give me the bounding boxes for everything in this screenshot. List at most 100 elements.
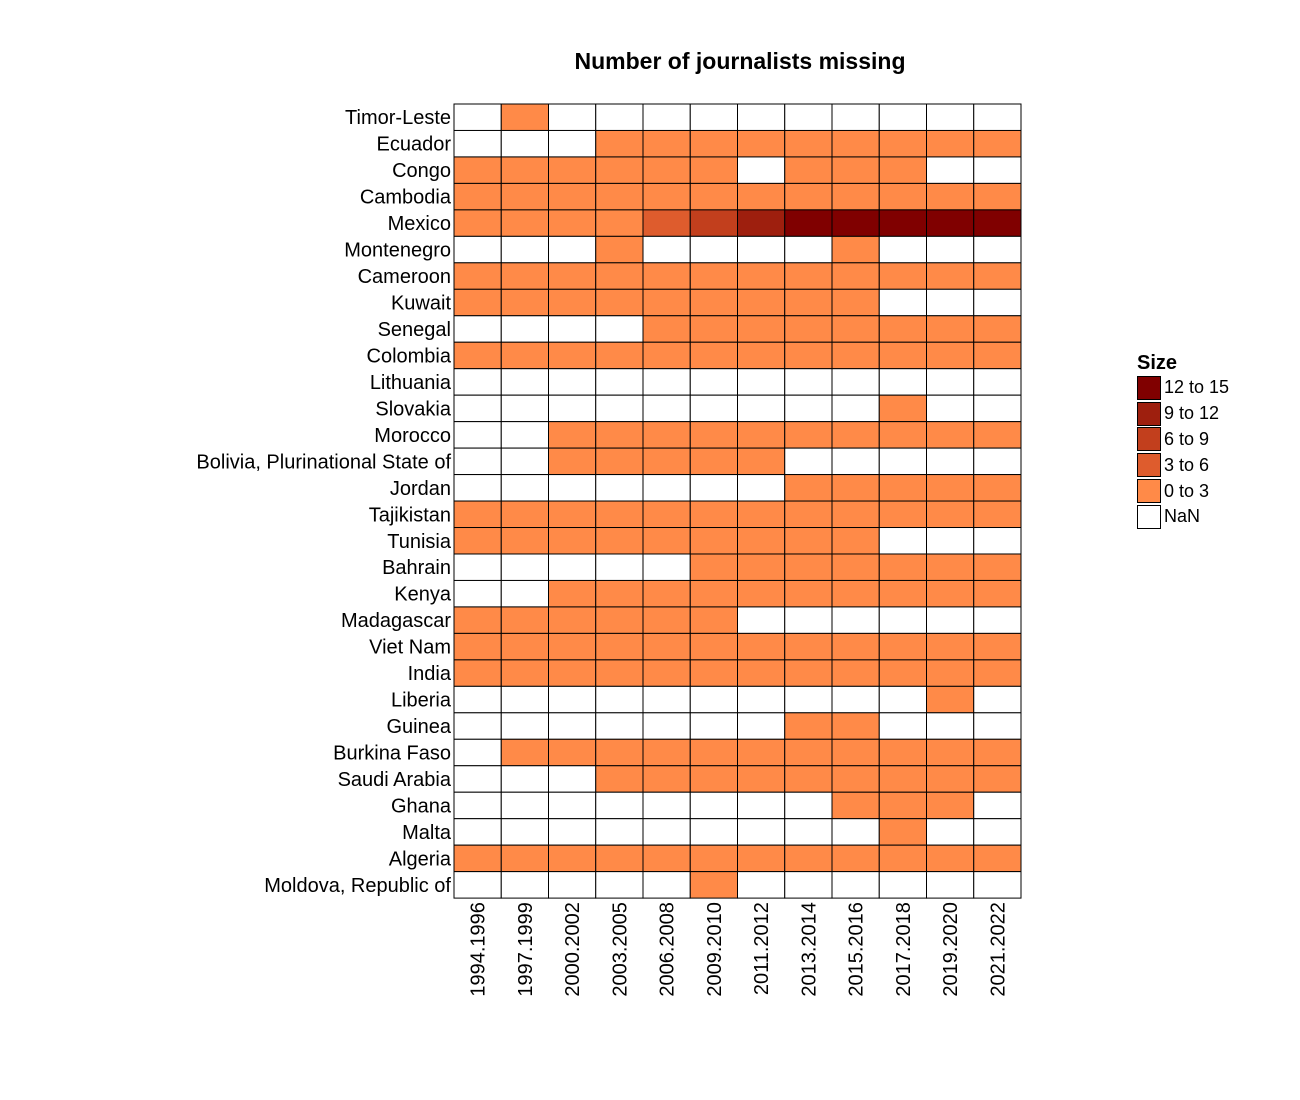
heatmap-cell	[784, 791, 833, 820]
y-tick-label: Congo	[392, 160, 451, 182]
heatmap-cell	[878, 182, 927, 211]
heatmap-cell	[784, 315, 833, 343]
heatmap-cell	[689, 368, 738, 396]
heatmap-cell	[500, 288, 549, 317]
legend-item: 3 to 6	[1137, 452, 1229, 478]
legend-swatch	[1137, 504, 1161, 529]
heatmap-cell	[973, 447, 1022, 476]
heatmap-cell	[453, 500, 502, 529]
heatmap-cell	[737, 527, 786, 555]
heatmap-cell	[500, 500, 549, 529]
heatmap-cell	[831, 659, 880, 687]
heatmap-cell	[973, 341, 1022, 370]
heatmap-cell	[737, 712, 786, 740]
heatmap-cell	[642, 368, 691, 396]
heatmap-cell	[453, 235, 502, 264]
heatmap-cell	[973, 368, 1022, 396]
heatmap-cell	[453, 288, 502, 317]
heatmap-cell	[831, 262, 880, 290]
y-tick-label: Kenya	[394, 584, 452, 606]
heatmap-cell	[784, 288, 833, 317]
heatmap-cell	[548, 288, 597, 317]
y-tick-label: Moldova, Republic of	[264, 875, 451, 897]
heatmap-cell	[642, 235, 691, 264]
heatmap-cell	[737, 765, 786, 793]
heatmap-cell	[453, 871, 502, 899]
heatmap-cell	[689, 844, 738, 873]
heatmap-cell	[500, 632, 549, 661]
heatmap-cell	[689, 129, 738, 158]
y-tick-label: Ecuador	[377, 134, 452, 156]
heatmap-cell	[500, 871, 549, 899]
heatmap-cell	[500, 474, 549, 502]
heatmap-cell	[784, 394, 833, 423]
heatmap-cell	[642, 474, 691, 502]
legend-label: 9 to 12	[1164, 403, 1220, 424]
heatmap-cell	[689, 712, 738, 740]
heatmap-cell	[595, 659, 644, 687]
heatmap-cell	[689, 156, 738, 184]
heatmap-cell	[878, 209, 927, 237]
y-tick-label: Kuwait	[391, 293, 451, 315]
heatmap-cell	[689, 527, 738, 555]
heatmap-cell	[689, 632, 738, 661]
heatmap-cell	[595, 791, 644, 820]
heatmap-cell	[737, 235, 786, 264]
heatmap-cell	[784, 129, 833, 158]
heatmap-cell	[926, 632, 975, 661]
legend-swatch	[1137, 479, 1161, 504]
heatmap-cell	[973, 738, 1022, 767]
heatmap-cell	[642, 659, 691, 687]
heatmap-cell	[737, 447, 786, 476]
legend-swatch	[1137, 427, 1161, 452]
heatmap-cell	[973, 156, 1022, 184]
heatmap-cell	[973, 500, 1022, 529]
heatmap-cell	[926, 844, 975, 873]
y-tick-label: Saudi Arabia	[338, 769, 452, 791]
heatmap-cell	[831, 474, 880, 502]
heatmap-cell	[784, 500, 833, 529]
heatmap-cell	[453, 527, 502, 555]
heatmap-cell	[689, 500, 738, 529]
heatmap-cell	[595, 394, 644, 423]
heatmap-cell	[642, 765, 691, 793]
heatmap-cell	[878, 712, 927, 740]
heatmap-cell	[500, 553, 549, 581]
heatmap-cell	[831, 156, 880, 184]
y-tick-label: Liberia	[391, 690, 452, 712]
heatmap-cell	[548, 209, 597, 237]
heatmap-cell	[926, 579, 975, 608]
heatmap-cell	[642, 818, 691, 846]
heatmap-cell	[595, 156, 644, 184]
heatmap-cell	[784, 103, 833, 131]
heatmap-cell	[784, 553, 833, 581]
heatmap-cell	[595, 235, 644, 264]
heatmap-cell	[453, 182, 502, 211]
heatmap-cell	[689, 606, 738, 634]
heatmap-cell	[784, 474, 833, 502]
heatmap-cell	[595, 871, 644, 899]
heatmap-cell	[548, 262, 597, 290]
heatmap-cell	[973, 659, 1022, 687]
heatmap-cell	[878, 235, 927, 264]
legend-item: 0 to 3	[1137, 478, 1229, 504]
heatmap-cell	[878, 103, 927, 131]
x-tick-label: 2009.2010	[704, 902, 726, 997]
heatmap-cell	[642, 129, 691, 158]
heatmap-cell	[831, 394, 880, 423]
heatmap-cell	[453, 553, 502, 581]
y-tick-label: Burkina Faso	[333, 743, 451, 765]
heatmap-cell	[500, 765, 549, 793]
heatmap-cell	[548, 553, 597, 581]
heatmap-cell	[926, 738, 975, 767]
heatmap-cell	[453, 712, 502, 740]
heatmap-cell	[973, 262, 1022, 290]
heatmap-cell	[548, 606, 597, 634]
heatmap-cell	[831, 315, 880, 343]
heatmap-cell	[831, 103, 880, 131]
heatmap-cell	[973, 182, 1022, 211]
heatmap-cell	[737, 818, 786, 846]
heatmap-cell	[548, 500, 597, 529]
heatmap-cell	[548, 182, 597, 211]
heatmap-cell	[784, 447, 833, 476]
